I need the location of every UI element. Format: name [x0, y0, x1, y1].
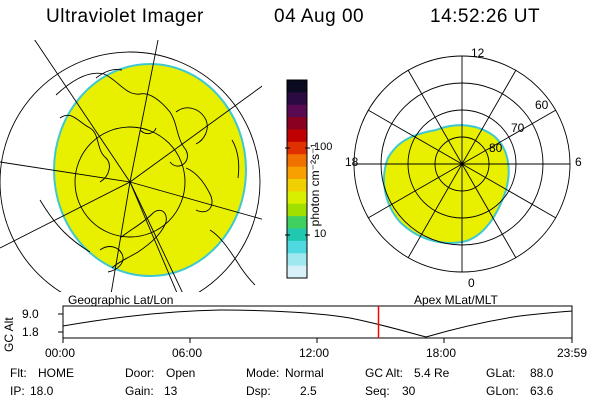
gain-value: 13 [164, 384, 178, 398]
geo-aurora-image [53, 63, 247, 277]
glon-label: GLon: [486, 384, 519, 398]
colorbar-band [287, 92, 307, 106]
coastlines [39, 69, 256, 286]
glat-value: 88.0 [530, 366, 554, 380]
colorbar-tick-100: 100 [314, 141, 333, 153]
instrument-title: Ultraviolet Imager [46, 6, 204, 27]
mag-panel-label: Apex MLat/MLT [414, 293, 498, 307]
orbit-altitude-curve [62, 309, 573, 338]
colorbar-band [287, 253, 307, 267]
colorbar-band [287, 216, 307, 229]
timeline-y-label: GC Alt [2, 317, 16, 352]
timeline-xtick-4: 23:59 [557, 346, 588, 360]
mlt-label-12: 12 [471, 46, 485, 60]
colorbar-band [287, 203, 307, 217]
mlat-label-80: 80 [489, 141, 503, 155]
colorbar-band [287, 80, 307, 93]
colorbar-frame [286, 79, 308, 279]
colorbar-ticks [285, 147, 310, 236]
timeline-xtick-1: 06:00 [172, 346, 203, 360]
flt-value: HOME [38, 366, 74, 380]
timeline-ytick-1: 1.8 [22, 325, 39, 339]
colorbar-band [287, 104, 307, 118]
colorbar-band [287, 166, 307, 180]
gcalt-value: 5.4 Re [414, 366, 450, 380]
image-time: 14:52:26 UT [430, 6, 541, 27]
mlat-label-70: 70 [511, 121, 525, 135]
timeline-xtick-3: 18:00 [426, 346, 457, 360]
colorbar-band [287, 228, 307, 242]
mlt-label-0: 0 [468, 276, 475, 290]
mlat-label-60: 60 [535, 98, 549, 112]
mlt-label-6: 6 [575, 155, 582, 169]
colorbar-band [287, 117, 307, 130]
geo-lon-lines [0, 40, 262, 292]
colorbar-band [287, 141, 307, 155]
geo-panel-label: Geographic Lat/Lon [68, 293, 174, 307]
seq-value: 30 [402, 384, 416, 398]
glon-value: 63.6 [530, 384, 554, 398]
colorbar-band [287, 191, 307, 205]
door-label: Door: [125, 366, 155, 380]
colorbar-unit-label: photon cm⁻²s⁻¹ [308, 143, 322, 227]
colorbar-band [287, 179, 307, 192]
mag-mlt-lines [354, 56, 570, 272]
colorbar-tick-10: 10 [314, 228, 327, 240]
colorbar [286, 79, 308, 279]
colorbar-band [287, 129, 307, 143]
dsp-label: Dsp: [246, 384, 271, 398]
mode-label: Mode: [246, 366, 280, 380]
glat-label: GLat: [486, 366, 516, 380]
magnetic-polar-plot [353, 55, 571, 273]
timeline-ytick-9: 9.0 [22, 307, 39, 321]
image-date: 04 Aug 00 [274, 6, 365, 27]
ip-label: IP: [10, 384, 25, 398]
geo-lat-circles [0, 51, 261, 292]
gcalt-label: GC Alt: [365, 366, 404, 380]
timeline-xtick-0: 00:00 [45, 346, 76, 360]
mode-value: Normal [285, 366, 324, 380]
timeline-plot [58, 305, 573, 343]
timeline-xtick-2: 12:00 [299, 346, 330, 360]
timeline-ticks [58, 313, 573, 343]
gain-label: Gain: [125, 384, 154, 398]
ip-value: 18.0 [30, 384, 54, 398]
colorbar-band [287, 154, 307, 168]
flt-label: Flt: [10, 366, 27, 380]
seq-label: Seq: [365, 384, 390, 398]
door-value: Open [166, 366, 196, 380]
geographic-map [0, 40, 262, 292]
dsp-value: 2.5 [300, 384, 317, 398]
colorbar-band [287, 240, 307, 254]
colorbar-band [287, 265, 307, 279]
mlt-label-18: 18 [345, 155, 359, 169]
